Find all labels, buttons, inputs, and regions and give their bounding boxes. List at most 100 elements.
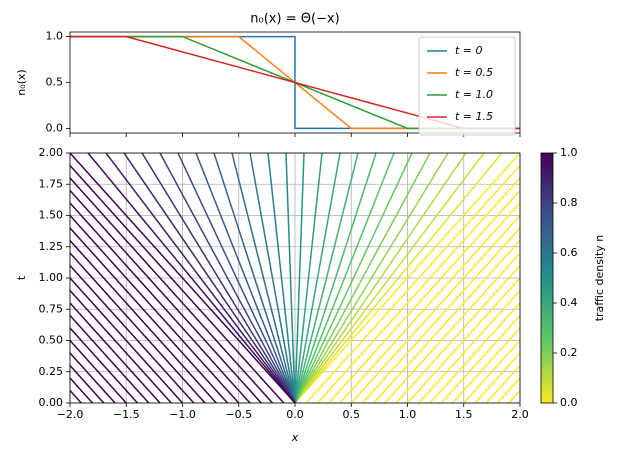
y-tick-label: 1.25: [39, 240, 64, 253]
characteristic: [70, 339, 127, 403]
characteristic: [294, 153, 395, 403]
y-tick-label: 2.00: [39, 146, 64, 159]
x-tick-label: −1.5: [113, 408, 140, 421]
legend-label: t = 0.5: [455, 66, 493, 79]
x-tick-label: 1.5: [455, 408, 473, 421]
characteristic: [294, 153, 467, 403]
characteristic: [294, 153, 431, 403]
x-tick-label: 0.5: [343, 408, 361, 421]
characteristic: [70, 251, 206, 403]
characteristic: [384, 251, 520, 403]
characteristic: [195, 153, 296, 403]
colorbar-tick-label: 0.2: [560, 346, 578, 359]
x-tick-label: −0.5: [225, 408, 252, 421]
colorbar-tick-label: 0.6: [560, 246, 578, 259]
y-tick-label: 0.00: [39, 396, 64, 409]
characteristic: [294, 153, 305, 403]
colorbar: [540, 152, 554, 404]
y-tick-label: 0.25: [39, 365, 64, 378]
characteristic: [418, 289, 520, 403]
x-tick-label: −1.0: [169, 408, 196, 421]
characteristic: [159, 153, 296, 403]
characteristic: [70, 264, 195, 403]
plot-area: [70, 153, 520, 403]
y-axis-label: t: [15, 275, 28, 280]
colorbar-tick-label: 0.0: [560, 396, 578, 409]
axes-frame: [69, 31, 521, 134]
y-tick-label: 1.50: [39, 209, 64, 222]
characteristic: [406, 276, 520, 403]
characteristic: [70, 239, 217, 403]
characteristic: [474, 351, 520, 403]
characteristic: [249, 153, 296, 403]
y-tick-label: 1.00: [39, 271, 64, 284]
axes-frame: [69, 152, 521, 404]
y-tick-label: 0.0: [46, 121, 64, 134]
characteristic: [294, 153, 341, 403]
characteristic: [70, 276, 184, 403]
characteristic: [305, 164, 520, 403]
colorbar-tick-label: 0.8: [560, 196, 578, 209]
y-tick-label: 0.5: [46, 76, 64, 89]
characteristic: [294, 153, 377, 403]
colorbar-label: traffic density n: [593, 235, 606, 322]
characteristic: [70, 226, 229, 403]
characteristic: [70, 153, 296, 403]
characteristic: [440, 314, 520, 403]
characteristic: [395, 264, 520, 403]
characteristic: [70, 164, 285, 403]
characteristic: [350, 214, 520, 403]
characteristic: [231, 153, 296, 403]
x-axis-label: x: [291, 431, 299, 444]
characteristic: [463, 339, 520, 403]
characteristic: [70, 189, 262, 403]
colorbar-tick-label: 1.0: [560, 146, 578, 159]
y-tick-label: 0.50: [39, 334, 64, 347]
characteristic: [294, 153, 503, 403]
y-axis-label: n₀(x): [15, 69, 28, 95]
characteristic: [70, 176, 274, 403]
characteristic: [361, 226, 520, 403]
characteristic: [123, 153, 296, 403]
characteristic: [70, 201, 251, 403]
characteristic: [177, 153, 296, 403]
x-tick-label: 0.0: [286, 408, 304, 421]
legend-label: t = 0: [455, 44, 483, 57]
characteristic: [70, 314, 150, 403]
characteristic: [328, 189, 520, 403]
colorbar-tick-label: 0.4: [560, 296, 578, 309]
characteristic: [294, 153, 449, 403]
y-tick-label: 1.75: [39, 177, 64, 190]
characteristic: [285, 153, 296, 403]
characteristic: [87, 153, 296, 403]
characteristic: [213, 153, 296, 403]
characteristic: [429, 301, 520, 403]
characteristic: [267, 153, 296, 403]
legend: t = 0 t = 0.5 t = 1.0 t = 1.5: [418, 36, 516, 136]
characteristic: [70, 301, 161, 403]
characteristic: [70, 289, 172, 403]
characteristic: [105, 153, 296, 403]
characteristic: [339, 201, 520, 403]
characteristic: [294, 153, 485, 403]
characteristic: [294, 153, 413, 403]
legend-label: t = 1.0: [455, 88, 493, 101]
characteristic: [141, 153, 296, 403]
characteristic: [70, 351, 116, 403]
characteristic: [294, 153, 520, 403]
characteristic: [451, 326, 520, 403]
characteristic: [70, 214, 240, 403]
legend-label: t = 1.5: [455, 110, 493, 123]
y-tick-label: 0.75: [39, 302, 64, 315]
y-tick-label: 1.0: [46, 30, 64, 43]
chart-title: n₀(x) = Θ(−x): [250, 12, 339, 27]
characteristic: [373, 239, 520, 403]
characteristic: [294, 153, 323, 403]
x-tick-label: 1.0: [399, 408, 417, 421]
x-tick-label: −2.0: [57, 408, 84, 421]
characteristic: [316, 176, 520, 403]
characteristic: [70, 326, 139, 403]
legend-box: [418, 36, 516, 136]
characteristic: [294, 153, 359, 403]
